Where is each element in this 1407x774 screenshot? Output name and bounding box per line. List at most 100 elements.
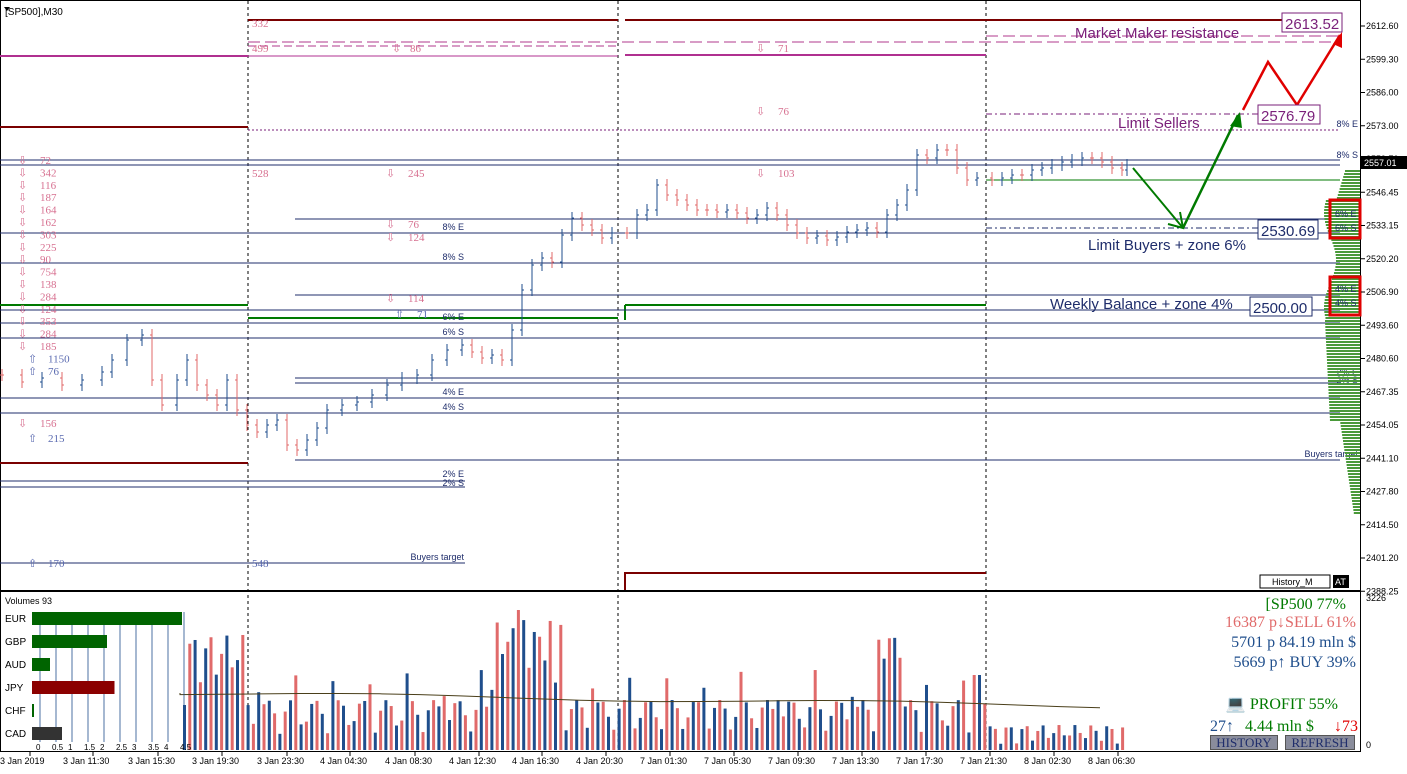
arrow-down-icon: ⇩ — [18, 291, 27, 303]
market-maker-label: Market Maker resistance — [1075, 25, 1239, 42]
profile-bar — [1329, 407, 1360, 409]
currency-label: AUD — [5, 660, 26, 671]
profile-bar — [1328, 383, 1360, 385]
volume-bar — [898, 657, 902, 750]
profile-bar — [1345, 170, 1360, 172]
volume-bar — [654, 717, 658, 750]
profile-bar — [1329, 404, 1360, 406]
profile-bar — [1335, 266, 1360, 268]
volume-bar — [183, 705, 186, 750]
price-tick-label: 2586.00 — [1366, 88, 1399, 98]
price-tick-label: 2388.25 — [1366, 586, 1399, 596]
profile-bar — [1343, 176, 1360, 178]
annotations: Market Maker resistance 2613.52 Limit Se… — [1050, 12, 1343, 317]
profile-bar — [1343, 443, 1360, 445]
volume-bar — [463, 715, 467, 750]
volume-bar — [363, 700, 367, 750]
level-value: 754 — [40, 267, 57, 279]
arrow-up-icon: ⇧ — [28, 366, 37, 378]
level-value: 284 — [40, 291, 57, 303]
profile-bar — [1327, 230, 1360, 232]
profile-bar — [1326, 293, 1360, 295]
arrow-down-icon: ⇩ — [18, 267, 27, 279]
profile-bar — [1324, 308, 1360, 310]
at-button[interactable] — [1333, 575, 1349, 588]
level-value: 1150 — [48, 353, 70, 365]
price-tick-label: 2599.30 — [1366, 54, 1399, 64]
profile-bar — [1328, 395, 1360, 397]
volume-bar — [1084, 738, 1087, 750]
volume-bar — [617, 708, 621, 750]
currency-label: GBP — [5, 637, 26, 648]
profile-bar — [1341, 428, 1360, 430]
level-value: 138 — [40, 279, 57, 291]
history-m-button[interactable] — [1259, 574, 1331, 589]
profile-bar — [1331, 278, 1360, 280]
volume-bar — [999, 743, 1003, 750]
profile-bar — [1351, 497, 1360, 499]
level-value: 164 — [40, 205, 57, 217]
volume-bar — [336, 700, 340, 750]
volume-bar — [723, 708, 727, 750]
arrow-down-icon: ⇩ — [18, 242, 27, 254]
profile-bar — [1328, 380, 1360, 382]
volume-bar — [198, 682, 202, 750]
volume-bar — [956, 700, 960, 750]
stats-buy: 5669 p↑ BUY 39% — [1233, 654, 1356, 671]
volume-bar — [803, 727, 807, 750]
volume-bar — [797, 718, 801, 750]
volume-bar — [400, 720, 404, 750]
level-value: 303 — [40, 229, 57, 241]
refresh-button[interactable]: REFRESH — [1285, 735, 1355, 750]
stats-volume: 5701 p 84.19 mln $ — [1231, 634, 1356, 651]
volume-bar — [649, 701, 653, 750]
profile-bar — [1329, 284, 1360, 286]
volume-bar — [511, 628, 515, 750]
currency-scale-label: 0 — [36, 743, 41, 752]
profile-bar — [1329, 419, 1360, 421]
volume-bar — [569, 709, 573, 750]
currency-label: JPY — [5, 683, 24, 694]
volume-bar — [792, 702, 796, 750]
volume-bar — [856, 706, 860, 750]
currency-strength-panel: 0 0.5 1 1.5 2 2.5 3 3.5 4 4.5 EUR GBP AUD JPY CHF CAD — [5, 612, 192, 752]
profile-bar — [1339, 188, 1360, 190]
volume-bar — [315, 700, 319, 750]
profile-bar — [1346, 464, 1360, 466]
time-tick-label: 3 Jan 23:30 — [257, 756, 304, 766]
volume-bar — [750, 718, 754, 750]
volume-bar — [1062, 735, 1066, 750]
zone-label-6s: 6% S — [442, 327, 464, 337]
arrow-down-icon: ⇩ — [18, 192, 27, 204]
profile-bar — [1324, 299, 1360, 301]
level-value: 124 — [40, 304, 57, 316]
profile-bar — [1344, 449, 1360, 451]
profile-bar — [1329, 416, 1360, 418]
history-button[interactable]: HISTORY — [1210, 735, 1278, 750]
time-axis: 3 Jan 2019 3 Jan 11:30 3 Jan 15:30 3 Jan 19… — [0, 752, 1135, 766]
profile-bar — [1333, 272, 1360, 274]
volume-bar — [1115, 743, 1119, 750]
volume-bar — [930, 701, 934, 750]
arrow-down-icon: ⇩ — [18, 205, 27, 217]
profile-bar — [1329, 401, 1360, 403]
profile-bar — [1325, 323, 1360, 325]
profile-bar — [1349, 485, 1360, 487]
chart-menu-icon[interactable] — [4, 7, 10, 11]
zone-box-6s: 6% S — [1335, 223, 1357, 233]
profile-bar — [1346, 461, 1360, 463]
currency-bar — [32, 704, 34, 717]
volume-bar — [628, 677, 632, 750]
market-profile-histogram — [1324, 170, 1360, 514]
level-value: 185 — [40, 341, 57, 353]
zone-highlights: 6% E 6% S 4% E 4% S — [1328, 198, 1362, 317]
volume-bar — [1105, 726, 1109, 750]
volume-bar — [596, 702, 600, 750]
level-value: 215 — [48, 433, 65, 445]
volume-bar — [214, 674, 218, 750]
volume-bar — [395, 725, 398, 750]
currency-bar — [32, 635, 107, 648]
arrow-down-icon: ⇩ — [18, 167, 27, 179]
volume-bar — [993, 728, 997, 750]
